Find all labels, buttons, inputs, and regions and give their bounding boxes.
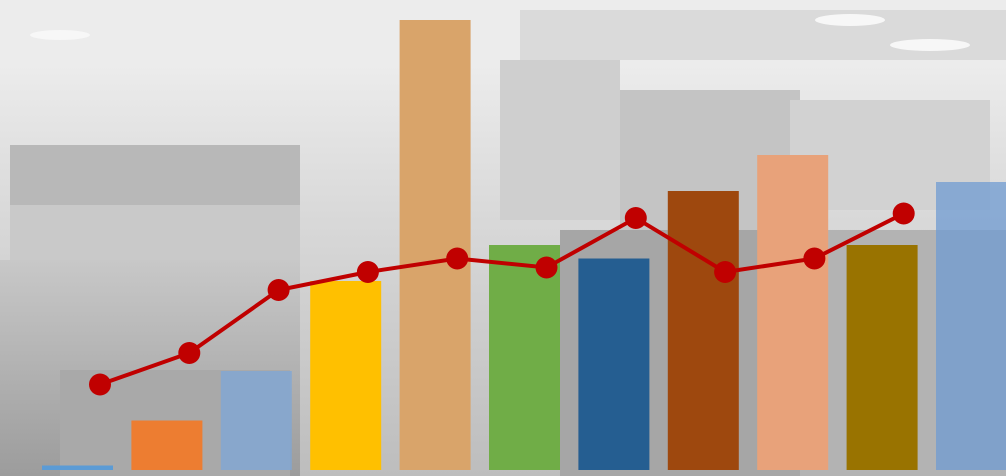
line-point bbox=[714, 261, 737, 283]
bar bbox=[220, 371, 292, 470]
bar bbox=[131, 420, 203, 470]
bar bbox=[578, 258, 650, 470]
line-point bbox=[267, 279, 290, 301]
line-point bbox=[356, 261, 379, 283]
line-point bbox=[624, 207, 647, 229]
bar bbox=[936, 182, 1006, 470]
bar bbox=[42, 465, 113, 470]
bar bbox=[399, 20, 471, 470]
bar bbox=[489, 245, 560, 470]
line-point bbox=[178, 342, 201, 364]
line-point bbox=[446, 247, 469, 270]
line-path bbox=[99, 211, 905, 387]
line-series bbox=[89, 202, 915, 396]
line-point bbox=[535, 256, 558, 279]
bar bbox=[757, 155, 829, 470]
bar bbox=[846, 245, 918, 470]
line-point bbox=[89, 373, 111, 396]
bars bbox=[42, 20, 1006, 470]
line-point bbox=[892, 202, 915, 225]
bar bbox=[310, 281, 382, 470]
bar bbox=[667, 191, 739, 470]
line-point bbox=[803, 247, 826, 270]
